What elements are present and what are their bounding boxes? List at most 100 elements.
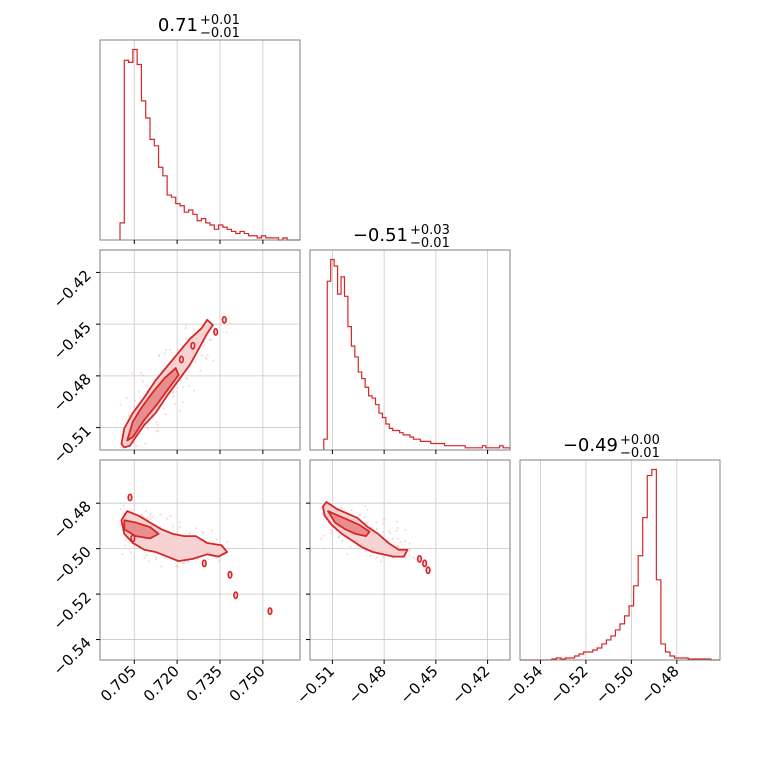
scatter-point	[408, 549, 411, 552]
scatter-point	[182, 562, 185, 565]
scatter-point	[119, 508, 122, 511]
scatter-point	[155, 420, 158, 423]
scatter-point	[122, 504, 125, 507]
contour-island	[267, 607, 273, 616]
histogram-step	[520, 468, 720, 661]
x-tick-label: 0.735	[183, 662, 226, 705]
scatter-point	[382, 530, 385, 533]
scatter-point	[145, 554, 148, 557]
scatter-point	[370, 526, 373, 529]
scatter-point	[382, 522, 385, 525]
contour-inner	[123, 519, 160, 540]
scatter-point	[179, 379, 182, 382]
scatter-point	[151, 516, 154, 519]
joint-panel-2: −0.51 −0.48 −0.45 −0.42	[293, 459, 511, 707]
scatter-point	[166, 517, 169, 520]
panel-frame	[309, 249, 511, 451]
title-plus-error: +0.03	[410, 223, 450, 238]
scatter-point	[199, 369, 202, 372]
scatter-point	[157, 430, 160, 433]
scatter-point	[185, 337, 188, 340]
scatter-point	[145, 517, 148, 520]
scatter-point	[215, 557, 218, 560]
contour-island	[201, 559, 207, 568]
x-tick-label: −0.45	[396, 662, 441, 707]
scatter-point	[196, 558, 199, 561]
contour-inner	[126, 367, 180, 442]
scatter-point	[169, 348, 172, 351]
scatter-point	[349, 545, 352, 548]
scatter-point	[408, 554, 411, 557]
scatter-point	[193, 389, 196, 392]
y-tick-label: −0.45	[50, 318, 95, 363]
scatter-point	[156, 423, 159, 426]
scatter-point	[176, 349, 179, 352]
y-tick-label: −0.42	[50, 267, 95, 312]
y-tick-label: −0.51	[50, 422, 95, 467]
scatter-point	[225, 331, 228, 334]
scatter-point	[404, 539, 407, 542]
scatter-point	[208, 338, 211, 341]
x-tick-label: 0.705	[97, 662, 140, 705]
x-tick-label: −0.48	[345, 662, 390, 707]
histogram-panel-0	[99, 39, 301, 244]
scatter-point	[186, 560, 189, 563]
scatter-point	[185, 324, 188, 327]
scatter-point	[346, 553, 349, 556]
contour-island	[213, 327, 219, 336]
x-tick-label: −0.50	[592, 662, 637, 707]
contour-island	[425, 566, 431, 575]
scatter-point	[178, 521, 181, 524]
contour-island	[127, 493, 133, 502]
scatter-point	[142, 515, 145, 518]
histogram-panel-2: −0.54 −0.52 −0.50 −0.48	[501, 459, 721, 707]
title-minus-error: −0.01	[620, 446, 660, 461]
scatter-point	[228, 547, 231, 550]
scatter-point	[149, 518, 152, 521]
scatter-point	[141, 380, 144, 383]
contour-island	[227, 570, 233, 579]
x-tick-label: −0.51	[293, 662, 338, 707]
scatter-point	[322, 547, 325, 550]
title-plus-error: +0.00	[620, 433, 660, 448]
x-tick-label: −0.54	[501, 662, 546, 707]
scatter-point	[119, 403, 122, 406]
scatter-point	[397, 544, 400, 547]
scatter-point	[350, 509, 353, 512]
scatter-point	[396, 527, 399, 530]
scatter-point	[172, 390, 175, 393]
scatter-point	[125, 397, 128, 400]
scatter-point	[203, 341, 206, 344]
panel-frame	[99, 249, 301, 451]
scatter-point	[366, 521, 369, 524]
scatter-point	[149, 513, 152, 516]
scatter-point	[193, 360, 196, 363]
y-tick-label: −0.52	[50, 588, 95, 633]
panel-title-0: 0.71 +0.01−0.01	[158, 13, 240, 41]
scatter-point	[215, 538, 218, 541]
scatter-point	[141, 374, 144, 377]
scatter-point	[205, 357, 208, 360]
scatter-point	[408, 542, 411, 545]
scatter-point	[341, 539, 344, 542]
panel-title-2: −0.49 +0.00−0.01	[563, 433, 660, 461]
contour-inner	[327, 510, 371, 538]
scatter-point	[134, 399, 137, 402]
scatter-point	[155, 429, 158, 432]
scatter-point	[359, 513, 362, 516]
scatter-point	[140, 513, 143, 516]
scatter-point	[399, 541, 402, 544]
contour-island	[221, 315, 227, 324]
scatter-point	[229, 322, 232, 325]
scatter-point	[320, 537, 323, 540]
scatter-point	[364, 505, 367, 508]
scatter-point	[200, 354, 203, 357]
title-minus-error: −0.01	[200, 26, 240, 41]
scatter-point	[154, 556, 157, 559]
scatter-point	[395, 529, 398, 532]
scatter-point	[144, 442, 147, 445]
scatter-point	[210, 529, 213, 532]
scatter-point	[321, 513, 324, 516]
x-tick-label: 0.750	[226, 662, 269, 705]
